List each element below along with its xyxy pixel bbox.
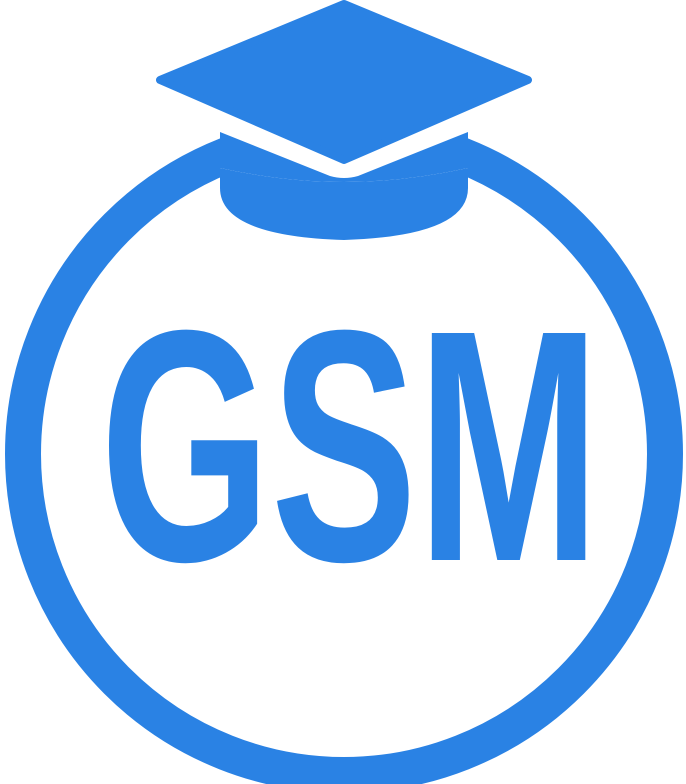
- logo-text: GSM: [100, 261, 600, 630]
- cap-band: [220, 168, 468, 240]
- graduation-cap-icon: [156, 0, 532, 240]
- cap-top: [156, 0, 532, 164]
- cap-left-edge: [220, 132, 468, 182]
